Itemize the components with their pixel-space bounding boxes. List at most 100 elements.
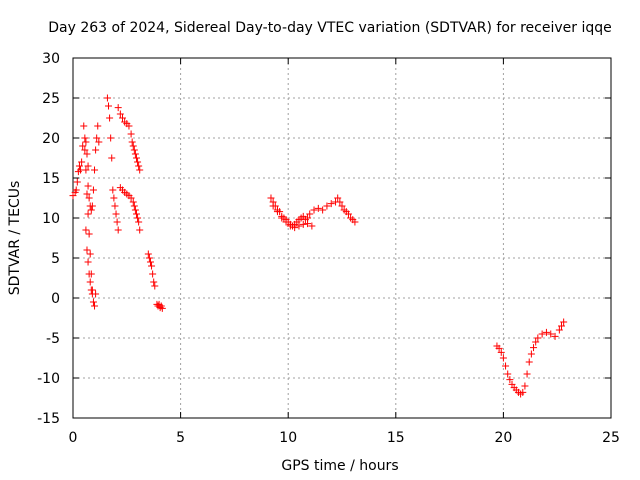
data-point <box>85 270 93 278</box>
data-point <box>525 358 533 366</box>
y-tick-label: -15 <box>37 411 60 427</box>
data-point <box>84 258 92 266</box>
data-point <box>527 350 535 358</box>
data-point <box>532 338 540 346</box>
series-arc-8 <box>493 318 568 398</box>
data-point <box>83 190 91 198</box>
data-point <box>504 370 512 378</box>
data-point <box>110 194 118 202</box>
grid <box>73 58 611 418</box>
data-point <box>135 162 143 170</box>
data-point <box>72 186 80 194</box>
x-tick-label: 5 <box>176 430 185 446</box>
data-point <box>135 218 143 226</box>
data-point <box>336 198 344 206</box>
data-point <box>91 166 99 174</box>
data-point <box>111 202 119 210</box>
data-point <box>538 330 546 338</box>
data-point <box>506 376 514 384</box>
data-point <box>150 278 158 286</box>
y-tick-label: -10 <box>37 371 60 387</box>
data-point <box>338 202 346 210</box>
data-point <box>113 218 121 226</box>
y-tick-label: 10 <box>42 211 60 227</box>
data-point <box>84 162 92 170</box>
y-tick-label: 25 <box>42 91 60 107</box>
data-point <box>128 138 136 146</box>
data-point <box>93 134 101 142</box>
series-arc-1c <box>84 122 103 214</box>
data-point <box>129 198 137 206</box>
data-point <box>286 222 294 230</box>
data-point <box>82 138 90 146</box>
data-point <box>519 388 527 396</box>
series-arc-4 <box>116 184 144 234</box>
data-point <box>87 286 95 294</box>
data-point <box>555 326 563 334</box>
x-tick-label: 20 <box>494 430 512 446</box>
y-axis-label: SDTVAR / TECUs <box>7 181 23 296</box>
data-point <box>84 210 92 218</box>
data-point <box>88 202 96 210</box>
y-tick-label: 15 <box>42 171 60 187</box>
data-point <box>273 208 281 216</box>
data-point <box>116 110 124 118</box>
y-tick-label: -5 <box>46 331 60 347</box>
data-point <box>323 202 331 210</box>
data-point <box>495 344 503 352</box>
data-point <box>132 210 140 218</box>
data-point <box>131 206 139 214</box>
y-tick-label: 20 <box>42 131 60 147</box>
y-tick-label: 0 <box>51 291 60 307</box>
data-point <box>351 218 359 226</box>
data-point <box>310 206 318 214</box>
data-point <box>134 214 142 222</box>
chart-title: Day 263 of 2024, Sidereal Day-to-day VTE… <box>48 20 612 36</box>
data-point <box>327 200 335 208</box>
data-point <box>89 186 97 194</box>
data-point <box>86 250 94 258</box>
data-point <box>86 278 94 286</box>
data-point <box>299 220 307 228</box>
data-point <box>73 178 81 186</box>
data-point <box>547 330 555 338</box>
data-point <box>114 104 122 112</box>
data-point <box>136 226 144 234</box>
data-point <box>107 134 115 142</box>
x-tick-label: 0 <box>69 430 78 446</box>
data-point <box>558 322 566 330</box>
data-point <box>278 214 286 222</box>
series-arc-7-lower <box>269 202 316 232</box>
data-point <box>306 210 314 218</box>
data-point <box>85 194 93 202</box>
series-arc-7 <box>267 194 359 230</box>
data-point <box>92 146 100 154</box>
x-axis-label: GPS time / hours <box>281 458 398 474</box>
x-axis: 0 5 10 15 20 25 <box>69 58 620 446</box>
data-point <box>523 370 531 378</box>
data-point <box>82 166 90 174</box>
data-point <box>81 146 89 154</box>
series-arc-6 <box>153 300 166 312</box>
data-point <box>109 186 117 194</box>
data-point <box>136 166 144 174</box>
x-tick-label: 15 <box>387 430 405 446</box>
data-point <box>125 122 133 130</box>
data-point <box>497 348 505 356</box>
data-point <box>106 114 114 122</box>
x-tick-label: 10 <box>279 430 297 446</box>
data-point <box>87 206 95 214</box>
data-point <box>304 220 312 228</box>
series-arc-5 <box>144 250 159 290</box>
series-arc-3 <box>114 104 144 174</box>
data-point <box>334 194 342 202</box>
data-point <box>130 146 138 154</box>
data-point <box>82 226 90 234</box>
data-point <box>134 158 142 166</box>
data-point <box>114 226 122 234</box>
data-point <box>308 222 316 230</box>
data-point <box>502 362 510 370</box>
data-point <box>88 290 96 298</box>
data-point <box>131 150 139 158</box>
data-point <box>85 230 93 238</box>
